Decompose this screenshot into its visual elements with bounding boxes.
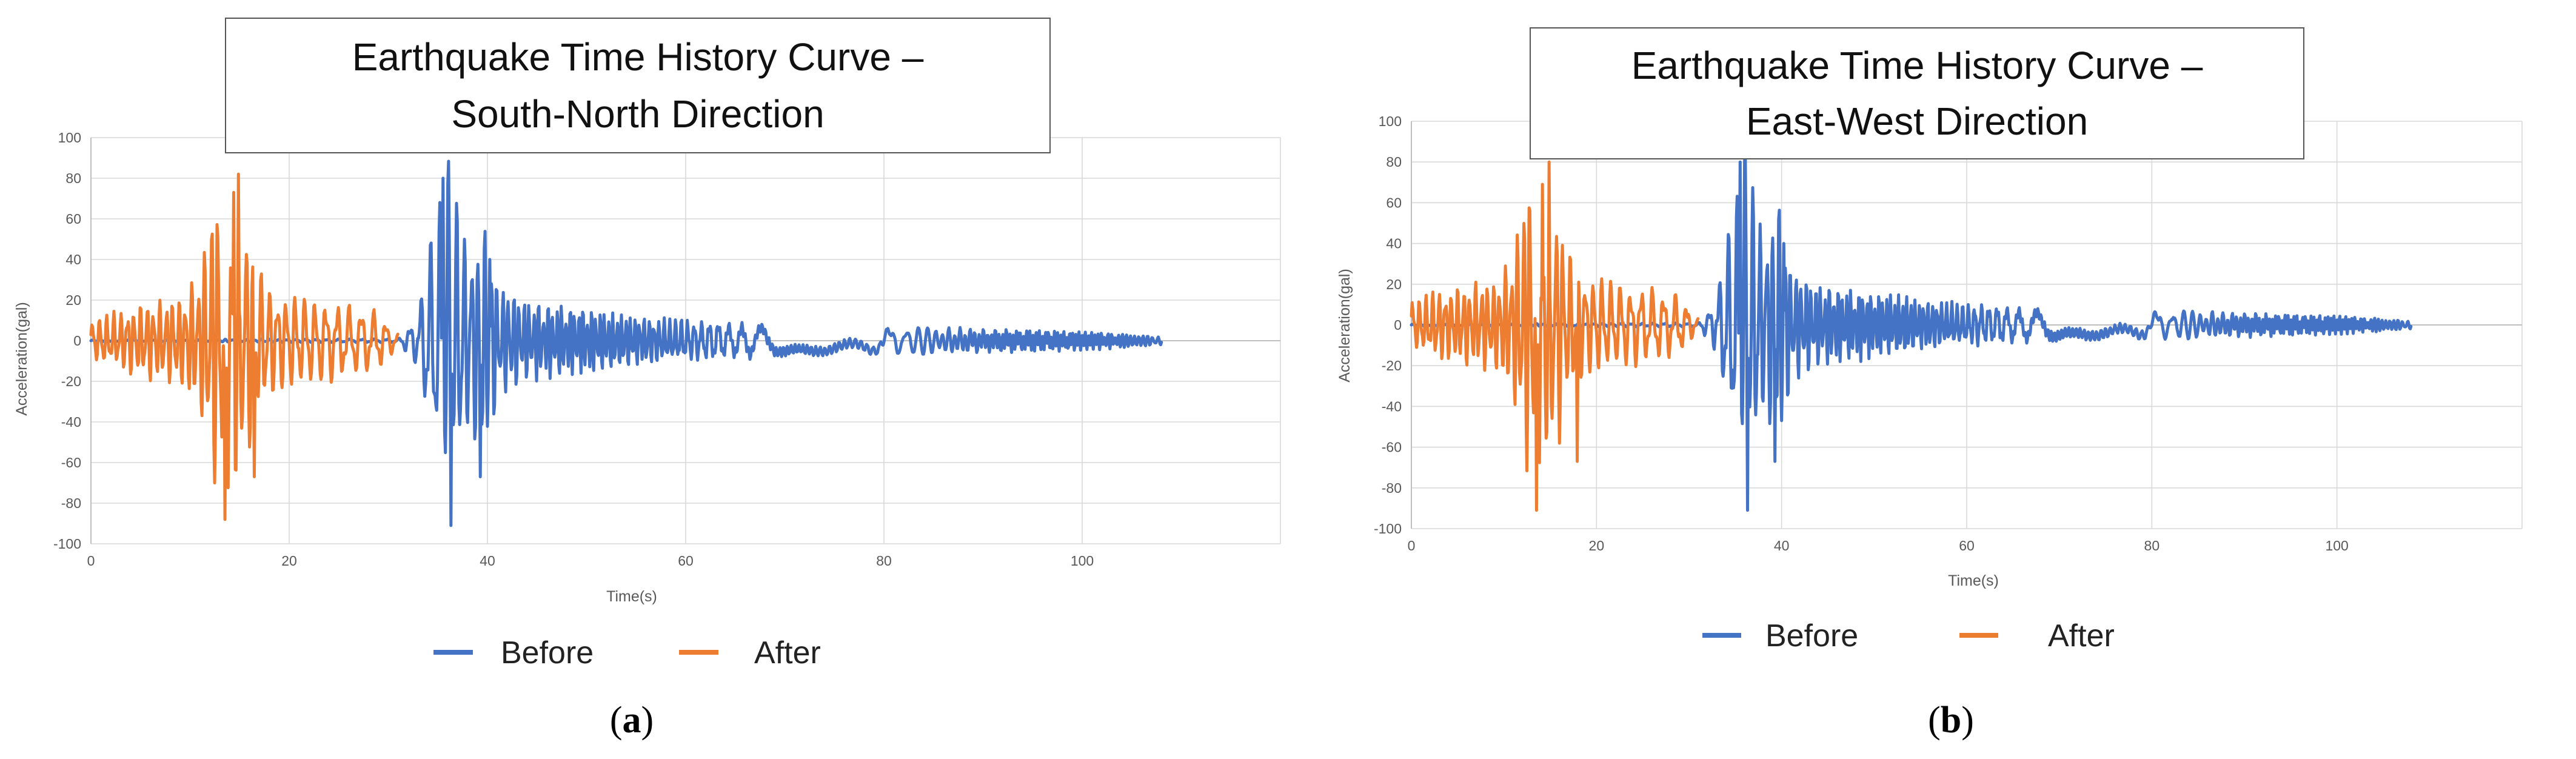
y-tick-label: 40 [65, 252, 81, 267]
x-tick-label: 100 [2325, 538, 2348, 553]
y-axis-title: Acceleration(gal) [13, 302, 30, 416]
x-axis-title: Time(s) [606, 588, 657, 605]
tick-layer: 100 80 60 40 20 0 -20 -40 -60 -80 -100 0 20 40 60 80 100 [1374, 113, 2349, 553]
series-layer [89, 159, 1163, 527]
legend: Before After [1702, 618, 2115, 654]
chart-title-line1: Earthquake Time History Curve – [1631, 44, 2203, 87]
series-line-after [89, 172, 400, 521]
x-tick-label: 60 [1959, 538, 1975, 553]
chart-title-box: Earthquake Time History Curve – East-Wes… [1530, 27, 2304, 159]
panel-label-a: (a) [610, 700, 654, 741]
x-tick-label: 40 [1774, 538, 1790, 553]
y-tick-label: -40 [61, 414, 81, 430]
legend-label-before: Before [1765, 618, 1858, 654]
chart-title-border [225, 18, 1051, 153]
x-tick-label: 100 [1071, 553, 1094, 569]
x-tick-label: 80 [876, 553, 892, 569]
legend-label-after: After [754, 635, 821, 670]
x-tick-label: 20 [1589, 538, 1605, 553]
y-tick-label: 60 [1386, 195, 1402, 210]
y-tick-label: -60 [1382, 440, 1402, 455]
y-tick-label: -80 [61, 495, 81, 511]
series-line-after [1410, 160, 1700, 512]
tick-layer: 100 80 60 40 20 0 -20 -40 -60 -80 -100 0 20 40 60 80 100 [53, 130, 1094, 569]
y-tick-label: 100 [1379, 113, 1402, 129]
series-layer [1410, 152, 2413, 512]
y-tick-label: 40 [1386, 236, 1402, 252]
chart-title-line2: South-North Direction [451, 92, 824, 136]
y-tick-label: -20 [1382, 358, 1402, 373]
legend: Before After [433, 635, 821, 670]
x-axis-title: Time(s) [1948, 572, 1999, 589]
y-tick-label: 60 [65, 211, 81, 227]
y-tick-label: -80 [1382, 480, 1402, 496]
chart-title-line2: East-West Direction [1746, 99, 2088, 143]
y-tick-label: -100 [1374, 521, 1402, 537]
x-tick-label: 60 [678, 553, 694, 569]
x-tick-label: 0 [1408, 538, 1416, 553]
y-tick-label: 80 [65, 170, 81, 186]
x-tick-label: 20 [281, 553, 297, 569]
y-tick-label: 20 [1386, 276, 1402, 292]
x-tick-label: 0 [87, 553, 95, 569]
y-tick-label: -40 [1382, 398, 1402, 414]
y-tick-label: -60 [61, 455, 81, 470]
chart-title-border [1530, 27, 2304, 159]
x-tick-label: 80 [2144, 538, 2160, 553]
y-tick-label: -100 [53, 536, 81, 552]
y-tick-label: 20 [65, 292, 81, 308]
chart-title-box: Earthquake Time History Curve – South-No… [225, 18, 1051, 153]
y-tick-label: 0 [1394, 317, 1402, 333]
panel-label-b: (b) [1928, 700, 1974, 741]
legend-label-after: After [2048, 618, 2115, 654]
y-tick-label: -20 [61, 373, 81, 389]
x-tick-label: 40 [480, 553, 495, 569]
legend-label-before: Before [501, 635, 594, 670]
y-tick-label: 80 [1386, 154, 1402, 170]
chart-title-line1: Earthquake Time History Curve – [352, 35, 924, 79]
y-tick-label: 100 [58, 130, 81, 145]
series-line-before [89, 159, 1163, 527]
y-axis-title: Acceleration(gal) [1336, 269, 1353, 383]
y-tick-label: 0 [73, 333, 81, 349]
